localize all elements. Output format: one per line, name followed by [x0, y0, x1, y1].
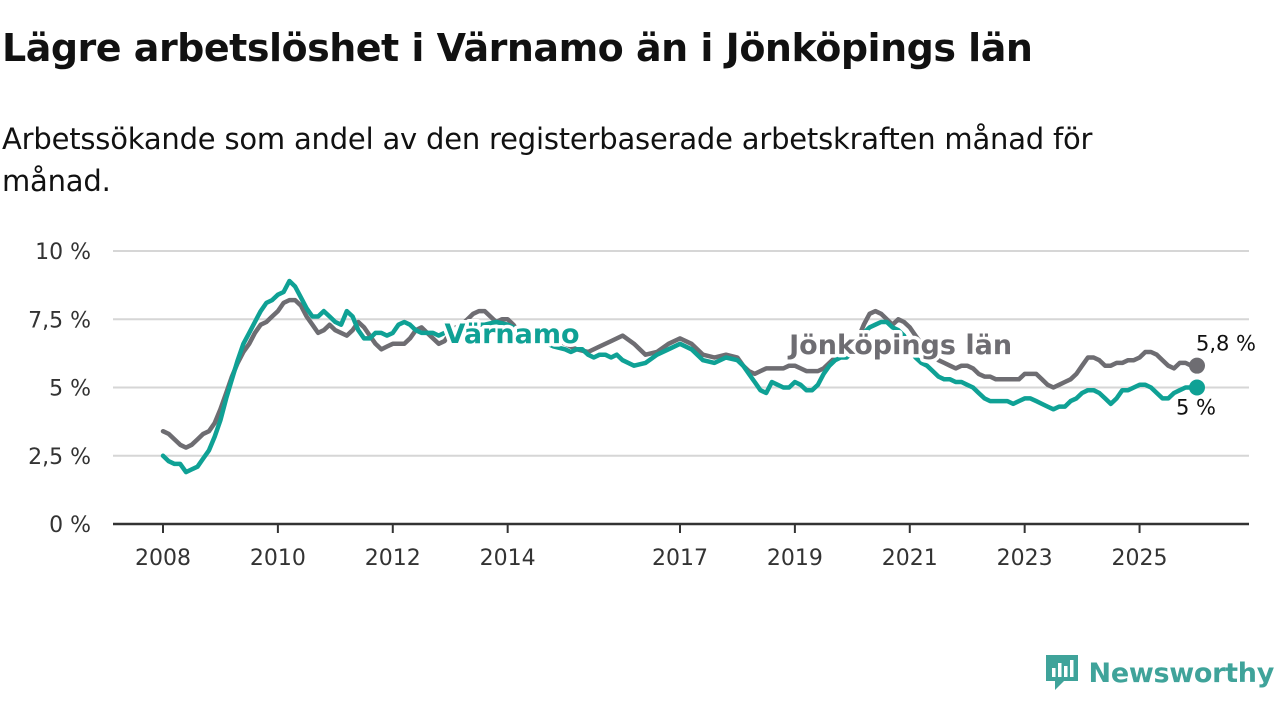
- y-tick-label: 7,5 %: [28, 308, 91, 333]
- x-axis: [113, 522, 1249, 533]
- gridlines: [113, 250, 1249, 457]
- x-tick-label: 2012: [365, 546, 421, 571]
- end-value-label-v-rnamo: 5 %: [1176, 396, 1216, 420]
- x-tick-label: 2021: [882, 546, 938, 571]
- y-tick-label: 2,5 %: [28, 445, 91, 470]
- x-tick-label: 2023: [997, 546, 1053, 571]
- series-endpoints: 5,8 % 5 %: [1174, 329, 1259, 422]
- newsworthy-logo[interactable]: Newsworthy: [1043, 652, 1274, 694]
- x-tick-label: 2014: [480, 546, 536, 571]
- end-value-label-j-nk-pings-l-n: 5,8 %: [1196, 332, 1256, 356]
- series-line-v-rnamo: [160, 278, 1200, 475]
- chart-subtitle: Arbetssökande som andel av den registerb…: [2, 122, 1093, 198]
- series-line-j-nk-pings-l-n: [160, 297, 1200, 450]
- series-endpoint-v-rnamo: [1189, 379, 1205, 396]
- newsworthy-logo-text: Newsworthy: [1088, 657, 1275, 689]
- series-label-j-nk-pings-l-n: Jönköpings län: [787, 330, 1012, 361]
- y-tick-label: 0 %: [49, 513, 91, 538]
- y-axis-labels: 0 % 2,5 % 5 % 7,5 % 10 %: [28, 240, 91, 538]
- x-tick-label: 2008: [135, 546, 191, 571]
- x-tick-label: 2010: [250, 546, 306, 571]
- newsworthy-logo-icon: [1045, 655, 1078, 690]
- series-label-v-rnamo: Värnamo: [444, 319, 579, 350]
- x-tick-label: 2017: [652, 546, 708, 571]
- chart-title: Lägre arbetslöshet i Värnamo än i Jönköp…: [2, 26, 1033, 70]
- y-tick-label: 10 %: [35, 240, 91, 265]
- series-lines: [160, 278, 1200, 475]
- x-axis-labels: 2008 2010 2012 2014 2017 2019 2021 2023 2025: [135, 546, 1168, 571]
- x-tick-label: 2025: [1112, 546, 1168, 571]
- y-tick-label: 5 %: [49, 377, 91, 402]
- x-tick-label: 2019: [767, 546, 823, 571]
- series-endpoint-j-nk-pings-l-n: [1189, 357, 1205, 374]
- series-labels: Jönköpings län Värnamo: [441, 315, 1016, 364]
